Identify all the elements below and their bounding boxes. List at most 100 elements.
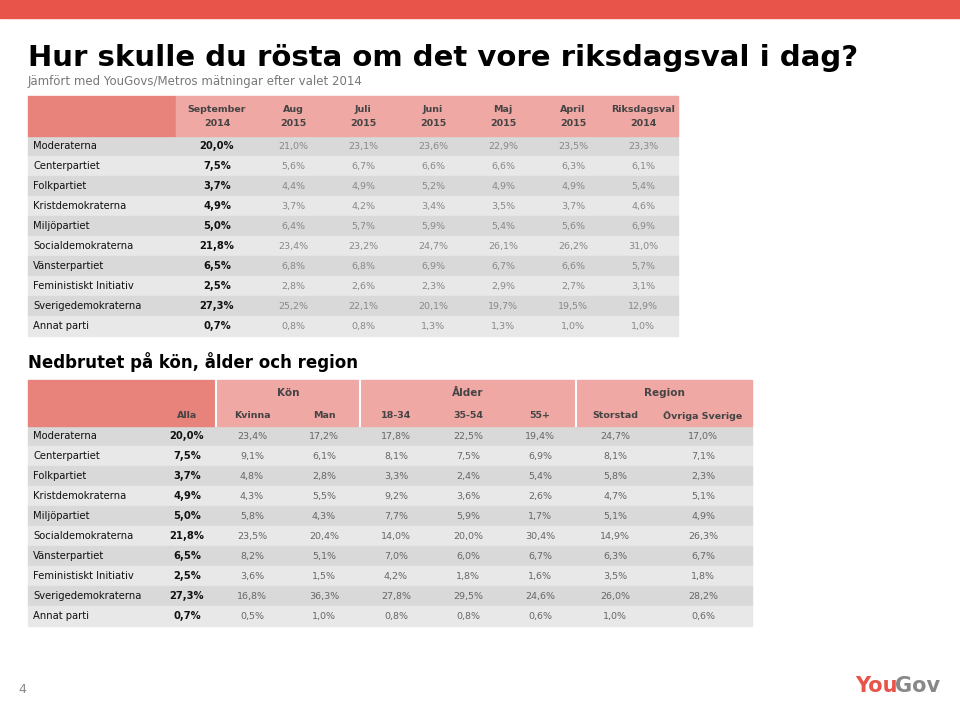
Text: Gov: Gov [895,676,940,696]
Text: 7,1%: 7,1% [691,452,715,460]
Bar [28,426,752,446]
Text: 3,6%: 3,6% [456,491,480,501]
Text: 23,6%: 23,6% [418,141,448,150]
Text: Annat parti: Annat parti [33,321,89,331]
Text: 4,2%: 4,2% [351,201,375,210]
Text: 30,4%: 30,4% [525,532,555,541]
Text: Juni: Juni [422,104,444,114]
Text: 1,8%: 1,8% [691,571,715,580]
Text: 1,3%: 1,3% [420,321,445,330]
Text: 2,3%: 2,3% [420,282,445,290]
Text: 2,4%: 2,4% [456,472,480,481]
Text: 28,2%: 28,2% [688,592,718,601]
Text: 7,0%: 7,0% [384,551,408,561]
Text: 35-54: 35-54 [453,412,483,421]
Text: 6,6%: 6,6% [491,162,515,171]
Text: 5,1%: 5,1% [603,512,627,520]
Text: 1,0%: 1,0% [603,611,627,621]
Text: Feministiskt Initiativ: Feministiskt Initiativ [33,571,133,581]
Text: 4,9%: 4,9% [173,491,201,501]
Text: 4,6%: 4,6% [631,201,655,210]
Text: 18-34: 18-34 [381,412,411,421]
Text: 0,7%: 0,7% [173,611,201,621]
Text: 8,1%: 8,1% [603,452,627,460]
Text: 2015: 2015 [349,119,376,128]
Text: Ålder: Ålder [452,388,484,398]
Bar [28,526,752,546]
Text: Kristdemokraterna: Kristdemokraterna [33,491,127,501]
Text: 23,4%: 23,4% [278,241,308,251]
Text: 26,1%: 26,1% [488,241,518,251]
Text: 9,1%: 9,1% [240,452,264,460]
Text: Miljöpartiet: Miljöpartiet [33,221,89,231]
Text: 22,9%: 22,9% [488,141,518,150]
Text: 5,4%: 5,4% [528,472,552,481]
Text: 24,7%: 24,7% [600,431,630,441]
Text: September: September [188,104,247,114]
Text: 1,3%: 1,3% [491,321,516,330]
Text: 6,8%: 6,8% [351,261,375,270]
Text: 22,5%: 22,5% [453,431,483,441]
Text: Centerpartiet: Centerpartiet [33,161,100,171]
Text: 6,7%: 6,7% [528,551,552,561]
Text: 6,9%: 6,9% [421,261,445,270]
Text: 2015: 2015 [490,119,516,128]
Text: Moderaterna: Moderaterna [33,141,97,151]
Text: Region: Region [643,388,684,398]
Text: 23,1%: 23,1% [348,141,378,150]
Text: April: April [561,104,586,114]
Text: 6,7%: 6,7% [491,261,515,270]
Text: 5,6%: 5,6% [281,162,305,171]
Text: 3,6%: 3,6% [240,571,264,580]
Text: 19,4%: 19,4% [525,431,555,441]
Text: 3,7%: 3,7% [281,201,305,210]
Text: 6,6%: 6,6% [421,162,445,171]
Text: 1,5%: 1,5% [312,571,336,580]
Text: 6,7%: 6,7% [351,162,375,171]
Bar [176,96,258,136]
Text: 1,0%: 1,0% [631,321,655,330]
Text: Riksdagsval: Riksdagsval [612,104,675,114]
Text: Övriga Sverige: Övriga Sverige [663,411,743,421]
Bar [360,380,576,426]
Text: 23,5%: 23,5% [237,532,267,541]
Text: 5,0%: 5,0% [173,511,201,521]
Text: 6,3%: 6,3% [561,162,585,171]
Text: 4,2%: 4,2% [384,571,408,580]
Text: You: You [855,676,898,696]
Text: 4,9%: 4,9% [691,512,715,520]
Text: 1,7%: 1,7% [528,512,552,520]
Text: Annat parti: Annat parti [33,611,89,621]
Text: 1,8%: 1,8% [456,571,480,580]
Text: 5,1%: 5,1% [691,491,715,501]
Bar [258,96,328,136]
Text: 1,0%: 1,0% [312,611,336,621]
Text: 0,6%: 0,6% [691,611,715,621]
Text: 2014: 2014 [204,119,230,128]
Bar [28,380,216,426]
Text: 20,0%: 20,0% [200,141,234,151]
Text: 3,7%: 3,7% [561,201,585,210]
Text: 2,5%: 2,5% [173,571,201,581]
Text: 3,1%: 3,1% [631,282,655,290]
Bar [28,96,176,136]
Text: Kvinna: Kvinna [233,412,271,421]
Text: 4,9%: 4,9% [203,201,231,211]
Text: Storstad: Storstad [592,412,638,421]
Text: 25,2%: 25,2% [278,301,308,311]
Text: 2,8%: 2,8% [281,282,305,290]
Text: 55+: 55+ [530,412,550,421]
Text: 5,7%: 5,7% [631,261,655,270]
Text: 4,4%: 4,4% [281,181,305,191]
Text: Centerpartiet: Centerpartiet [33,451,100,461]
Text: 31,0%: 31,0% [628,241,658,251]
Text: 19,7%: 19,7% [488,301,518,311]
Bar [28,136,678,156]
Text: 3,3%: 3,3% [384,472,408,481]
Text: 20,1%: 20,1% [418,301,448,311]
Bar [28,216,678,236]
Text: 5,4%: 5,4% [491,222,515,230]
Text: 4,8%: 4,8% [240,472,264,481]
Text: 1,6%: 1,6% [528,571,552,580]
Text: 0,8%: 0,8% [281,321,305,330]
